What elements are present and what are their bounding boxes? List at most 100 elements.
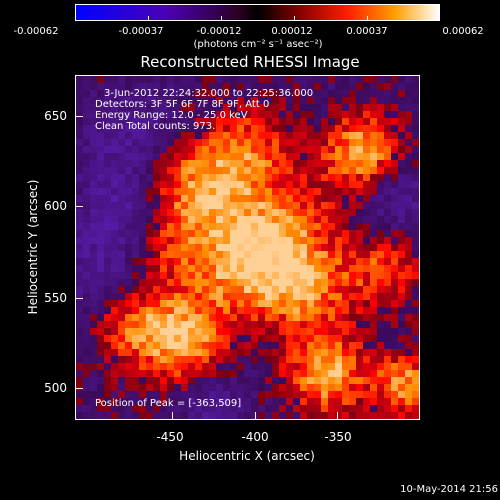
heatmap-cell (202, 258, 209, 265)
heatmap-cell (160, 104, 167, 111)
heatmap-cell (146, 139, 153, 146)
heatmap-cell (209, 223, 216, 230)
heatmap-cell (188, 97, 195, 104)
heatmap-cell (370, 405, 377, 412)
heatmap-cell (209, 118, 216, 125)
heatmap-cell (181, 419, 188, 420)
heatmap-cell (188, 160, 195, 167)
heatmap-cell (398, 132, 405, 139)
heatmap-cell (391, 405, 398, 412)
heatmap-cell (279, 391, 286, 398)
heatmap-cell (300, 321, 307, 328)
heatmap-cell (314, 111, 321, 118)
heatmap-cell (335, 251, 342, 258)
heatmap-cell (251, 349, 258, 356)
heatmap-cell (181, 286, 188, 293)
heatmap-cell (370, 174, 377, 181)
heatmap-cell (356, 132, 363, 139)
heatmap-cell (370, 223, 377, 230)
heatmap-cell (279, 419, 286, 420)
heatmap-cell (188, 412, 195, 419)
heatmap-cell (139, 328, 146, 335)
heatmap-cell (328, 244, 335, 251)
heatmap-cell (167, 342, 174, 349)
heatmap-cell (391, 335, 398, 342)
heatmap-cell (76, 153, 83, 160)
heatmap-cell (104, 265, 111, 272)
heatmap-cell (125, 314, 132, 321)
heatmap-cell (377, 272, 384, 279)
heatmap-cell (139, 293, 146, 300)
heatmap-cell (195, 251, 202, 258)
heatmap-cell (104, 244, 111, 251)
heatmap-cell (363, 279, 370, 286)
heatmap-cell (153, 160, 160, 167)
heatmap-cell (314, 195, 321, 202)
heatmap-cell (160, 160, 167, 167)
heatmap-cell (349, 83, 356, 90)
heatmap-cell (405, 195, 412, 202)
heatmap-cell (258, 328, 265, 335)
heatmap-cell (104, 181, 111, 188)
heatmap-cell (146, 307, 153, 314)
heatmap-cell (83, 181, 90, 188)
heatmap-cell (335, 342, 342, 349)
heatmap-cell (419, 398, 420, 405)
heatmap-cell (118, 97, 125, 104)
heatmap-cell (279, 146, 286, 153)
x-tick-mark (172, 412, 173, 420)
heatmap-cell (405, 286, 412, 293)
heatmap-cell (370, 216, 377, 223)
heatmap-cell (419, 335, 420, 342)
heatmap-cell (342, 412, 349, 419)
heatmap-cell (286, 419, 293, 420)
heatmap-cell (293, 188, 300, 195)
heatmap-cell (356, 363, 363, 370)
heatmap-cell (321, 265, 328, 272)
heatmap-cell (209, 349, 216, 356)
heatmap-cell (237, 216, 244, 223)
heatmap-cell (419, 209, 420, 216)
heatmap-cell (363, 174, 370, 181)
heatmap-cell (328, 265, 335, 272)
heatmap-cell (244, 356, 251, 363)
heatmap-cell (405, 356, 412, 363)
heatmap-cell (321, 286, 328, 293)
heatmap-cell (167, 251, 174, 258)
colorbar-tick (294, 16, 295, 21)
heatmap-cell (76, 419, 83, 420)
heatmap-cell (419, 195, 420, 202)
heatmap-cell (272, 209, 279, 216)
heatmap-cell (398, 356, 405, 363)
heatmap-cell (412, 370, 419, 377)
heatmap-cell (356, 111, 363, 118)
heatmap-cell (146, 237, 153, 244)
heatmap-cell (237, 118, 244, 125)
heatmap-cell (391, 391, 398, 398)
heatmap-cell (405, 174, 412, 181)
heatmap-cell (307, 83, 314, 90)
heatmap-cell (209, 83, 216, 90)
heatmap-cell (223, 384, 230, 391)
heatmap-cell (195, 286, 202, 293)
heatmap-cell (321, 370, 328, 377)
heatmap-cell (167, 188, 174, 195)
heatmap-cell (153, 251, 160, 258)
heatmap-cell (132, 363, 139, 370)
heatmap-cell (335, 279, 342, 286)
heatmap-cell (370, 279, 377, 286)
heatmap-cell (272, 111, 279, 118)
heatmap-cell (188, 356, 195, 363)
heatmap-cell (139, 363, 146, 370)
heatmap-cell (139, 335, 146, 342)
heatmap-cell (153, 132, 160, 139)
heatmap-cell (412, 202, 419, 209)
heatmap-cell (223, 132, 230, 139)
heatmap-cell (342, 265, 349, 272)
heatmap-cell (384, 384, 391, 391)
heatmap-cell (97, 90, 104, 97)
heatmap-cell (118, 195, 125, 202)
heatmap-cell (132, 139, 139, 146)
heatmap-cell (146, 314, 153, 321)
heatmap-cell (300, 244, 307, 251)
